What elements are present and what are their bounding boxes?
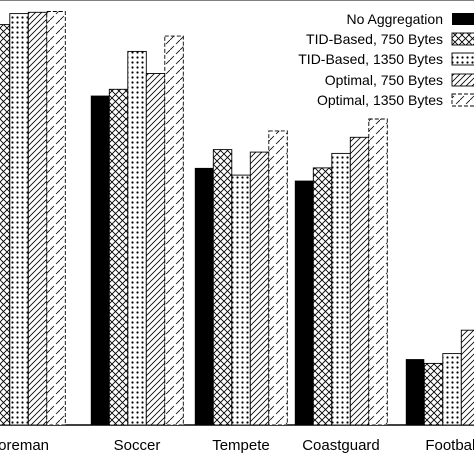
legend-swatch — [451, 93, 474, 107]
bar-soccer-series-4 — [145, 73, 166, 426]
legend: No Aggregation TID-Based, 750 Bytes TID-Ba… — [298, 11, 474, 108]
bar-coastguard-series-3 — [331, 152, 351, 426]
legend-label: No Aggregation — [346, 11, 443, 27]
legend-swatch — [451, 73, 474, 87]
bar-foreman-series-5 — [46, 11, 66, 426]
legend-label: TID-Based, 750 Bytes — [306, 31, 443, 47]
bar-tempete-series-1 — [194, 167, 214, 425]
bar-tempete-series-2 — [212, 149, 233, 426]
bar-coastguard-series-4 — [349, 136, 370, 426]
bar-football-series-1 — [405, 359, 425, 425]
legend-label: TID-Based, 1350 Bytes — [298, 51, 443, 67]
bar-tempete-series-5 — [268, 130, 288, 426]
bar-tempete-series-3 — [231, 174, 251, 426]
legend-swatch — [452, 13, 474, 25]
x-tick-labels: Foreman Soccer Tempete Coastguard Football — [0, 437, 474, 454]
bar-coastguard-series-2 — [312, 167, 333, 426]
x-tick-label: Football — [425, 437, 474, 454]
x-tick-label: Soccer — [114, 437, 161, 454]
legend-label: Optimal, 750 Bytes — [325, 72, 443, 88]
bar-foreman-series-4 — [27, 11, 48, 426]
bars-layer — [0, 11, 474, 426]
bar-coastguard-series-5 — [368, 118, 388, 426]
legend-swatch — [451, 52, 474, 66]
bar-football-series-3 — [442, 353, 462, 426]
bar-soccer-series-1 — [90, 95, 110, 425]
bar-foreman-series-2 — [0, 24, 11, 426]
bar-football-series-4 — [460, 329, 474, 426]
legend-label: Optimal, 1350 Bytes — [317, 92, 443, 108]
x-tick-label: Tempete — [212, 437, 270, 454]
bar-football-series-2 — [423, 362, 444, 426]
legend-swatch — [451, 32, 474, 46]
bar-coastguard-series-1 — [294, 180, 314, 425]
x-tick-label: Foreman — [0, 437, 49, 454]
x-tick-label: Coastguard — [302, 437, 380, 454]
bar-foreman-series-3 — [9, 13, 29, 426]
bar-soccer-series-5 — [164, 35, 184, 426]
bar-soccer-series-3 — [127, 50, 147, 426]
bar-soccer-series-2 — [108, 88, 129, 426]
bar-tempete-series-4 — [249, 151, 270, 426]
